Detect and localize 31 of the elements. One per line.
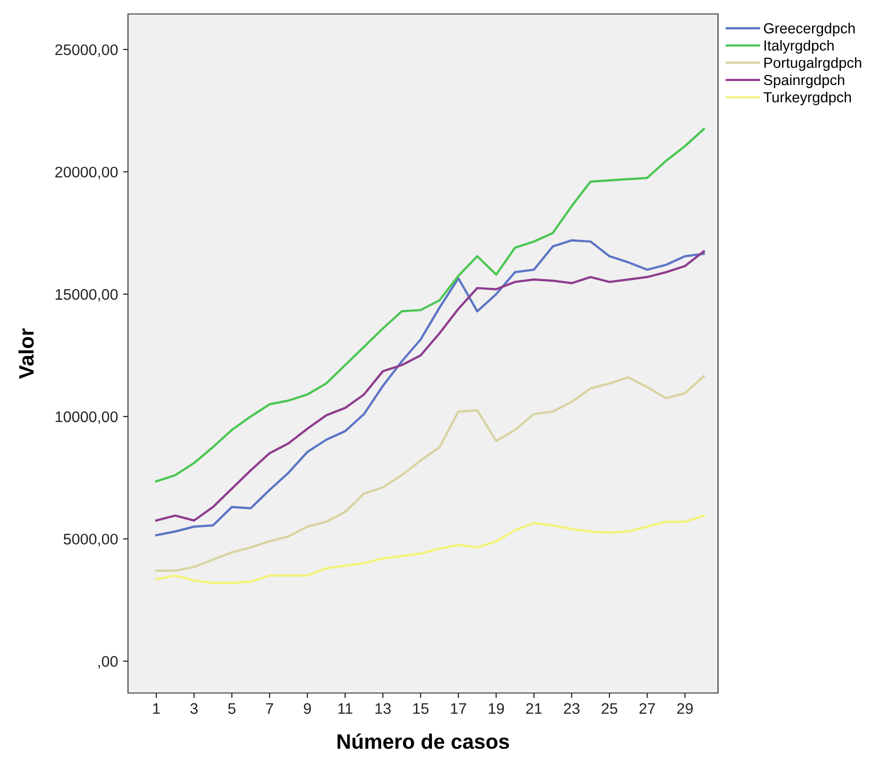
- x-tick-label: 25: [602, 703, 618, 714]
- y-tick-label: 20000,00: [55, 166, 118, 180]
- y-tick-label: ,00: [98, 656, 118, 669]
- x-tick-label: 13: [376, 703, 391, 714]
- x-tick-label: 23: [564, 703, 580, 714]
- x-tick-label: 27: [639, 703, 655, 714]
- y-tick-label: 15000,00: [56, 289, 118, 302]
- legend-label: Greecergdpch: [764, 22, 855, 36]
- legend-label: Spainrgdpch: [764, 74, 844, 88]
- x-tick-label: 7: [266, 703, 274, 714]
- x-tick-label: 1: [153, 703, 160, 714]
- legend-label: Portugalrgdpch: [764, 57, 862, 71]
- legend-label: Italyrgdpch: [764, 40, 834, 54]
- x-tick-label: 5: [228, 703, 236, 714]
- line-series: [155, 128, 705, 482]
- x-tick-label: 3: [190, 703, 198, 714]
- x-tick-label: 21: [526, 703, 542, 714]
- y-tick-label: 10000,00: [56, 411, 118, 424]
- y-axis-title: Valor: [18, 328, 34, 379]
- y-tick-label: 5000,00: [64, 534, 118, 546]
- line-series: [155, 514, 705, 584]
- x-axis-title: Número de casos: [338, 733, 509, 749]
- x-tick-label: 19: [488, 703, 504, 714]
- x-tick-label: 9: [304, 703, 311, 714]
- line-series: [155, 375, 705, 572]
- x-tick-label: 11: [338, 703, 352, 714]
- x-tick-label: 29: [677, 703, 693, 714]
- y-tick-label: 25000,00: [55, 44, 118, 57]
- x-tick-label: 17: [451, 703, 466, 714]
- legend-label: Turkeyrgdpch: [764, 92, 851, 106]
- x-tick-label: 15: [413, 703, 428, 714]
